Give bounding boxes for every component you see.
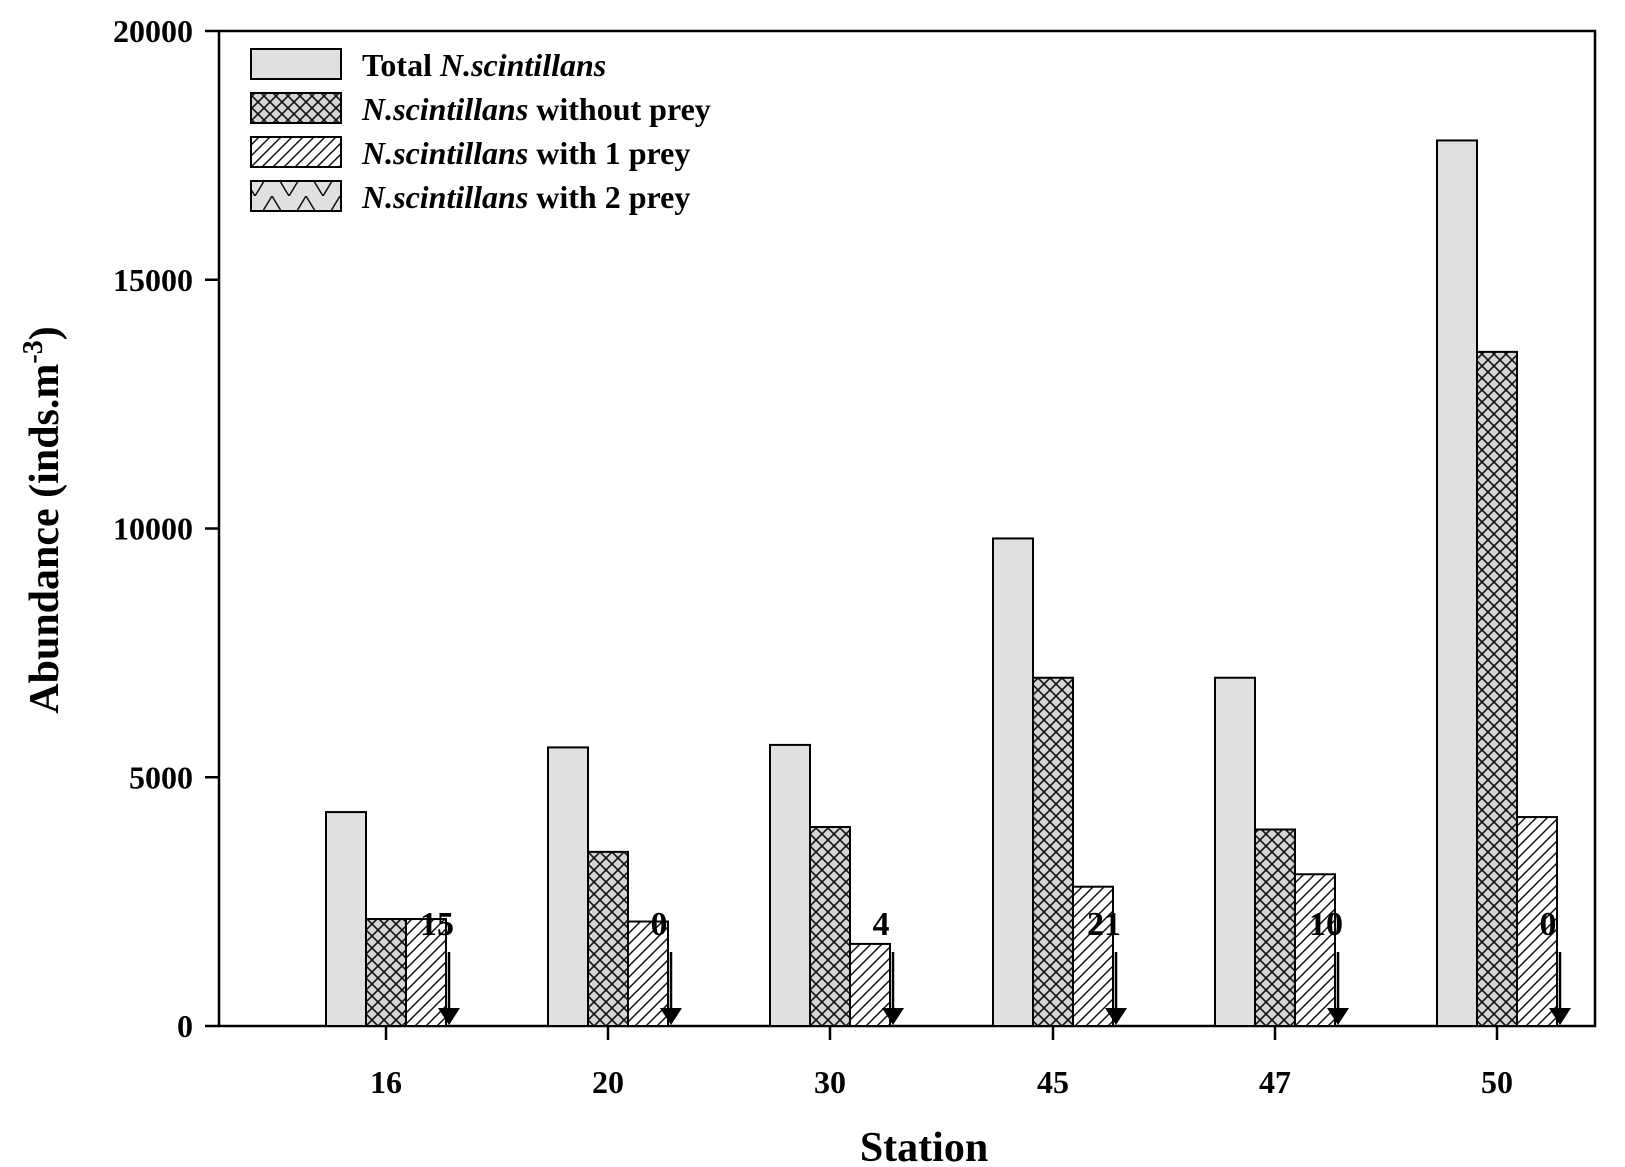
- bar-crosshatch-station-30: [809, 826, 851, 1027]
- legend-label-total-prefix: Total: [362, 47, 440, 83]
- bar-solid-station-16: [325, 811, 367, 1028]
- annotation-value-station-16: 15: [420, 906, 454, 943]
- legend-swatch-total: [250, 48, 342, 80]
- legend-label-without-prey: N.scintillans without prey: [361, 91, 711, 127]
- x-tick-label: 45: [1037, 1064, 1069, 1100]
- x-tick-label: 20: [592, 1064, 624, 1100]
- bar-diagonal-station-47: [1294, 873, 1336, 1028]
- annotation-value-station-20: 0: [651, 906, 668, 943]
- x-tick-label: 30: [814, 1064, 846, 1100]
- arrow-down-icon: [882, 1008, 904, 1025]
- bars: [325, 139, 1558, 1028]
- legend-label-1-prey-italic: N.scintillans: [361, 135, 528, 171]
- legend-swatch-1-prey: [250, 136, 342, 168]
- bar-diagonal-station-45: [1072, 885, 1114, 1028]
- x-tick-label: 47: [1259, 1064, 1291, 1100]
- y-tick-label: 0: [177, 1008, 193, 1044]
- legend-swatch-2-prey: [250, 180, 342, 212]
- legend-label-total-italic: N.scintillans: [439, 47, 606, 83]
- y-tick-label: 15000: [113, 262, 193, 298]
- legend-label-2-prey-tail: with 2 prey: [528, 179, 690, 215]
- x-tick-label: 16: [370, 1064, 402, 1100]
- legend-label-without-prey-italic: N.scintillans: [361, 91, 528, 127]
- bar-crosshatch-station-50: [1476, 350, 1518, 1027]
- y-axis-title-main: Abundance (inds.m: [22, 364, 68, 714]
- bar-solid-station-50: [1436, 139, 1478, 1027]
- bar-diagonal-station-30: [849, 942, 891, 1027]
- legend-label-1-prey-tail: with 1 prey: [528, 135, 690, 171]
- legend-label-2-prey: N.scintillans with 2 prey: [361, 179, 690, 215]
- legend-label-total: Total N.scintillans: [362, 47, 606, 83]
- legend-label-1-prey: N.scintillans with 1 prey: [361, 135, 690, 171]
- y-tick-label: 20000: [113, 13, 193, 49]
- annotation-value-station-30: 4: [873, 906, 890, 943]
- bar-diagonal-station-50: [1516, 816, 1558, 1027]
- y-tick-label: 5000: [129, 759, 193, 795]
- x-axis: 16 20 30 45 47 50: [370, 1026, 1513, 1100]
- y-axis-title-close: ): [22, 326, 68, 340]
- y-axis: 0 5000 10000 15000 20000: [113, 13, 219, 1044]
- legend: Total N.scintillans N.scintillans withou…: [250, 47, 711, 215]
- bar-crosshatch-station-47: [1254, 828, 1296, 1027]
- arrow-down-icon: [660, 1008, 682, 1025]
- legend-label-without-prey-tail: without prey: [528, 91, 711, 127]
- y-axis-title: Abundance (inds.m-3): [18, 326, 68, 713]
- annotation-value-station-47: 10: [1309, 906, 1343, 943]
- arrow-down-icon: [438, 1008, 460, 1025]
- bar-solid-station-47: [1214, 676, 1256, 1027]
- annotation-value-station-45: 21: [1087, 906, 1121, 943]
- bar-solid-station-20: [547, 746, 589, 1028]
- legend-label-2-prey-italic: N.scintillans: [361, 179, 528, 215]
- legend-swatch-without-prey: [250, 92, 342, 124]
- y-tick-label: 10000: [113, 511, 193, 547]
- arrow-down-icon: [1105, 1008, 1127, 1025]
- y-axis-title-superscript: -3: [18, 340, 49, 363]
- bar-crosshatch-station-16: [365, 918, 407, 1027]
- annotation-value-station-50: 0: [1540, 906, 1557, 943]
- bar-crosshatch-station-20: [587, 850, 629, 1027]
- x-tick-label: 50: [1481, 1064, 1513, 1100]
- bar-solid-station-30: [769, 743, 811, 1027]
- x-axis-title: Station: [860, 1125, 988, 1167]
- annotations: 15 0 4 21 10 0: [420, 906, 1571, 1025]
- bar-solid-station-45: [992, 537, 1034, 1027]
- bar-crosshatch-station-45: [1032, 676, 1074, 1027]
- arrow-down-icon: [1327, 1008, 1349, 1025]
- arrow-down-icon: [1549, 1008, 1571, 1025]
